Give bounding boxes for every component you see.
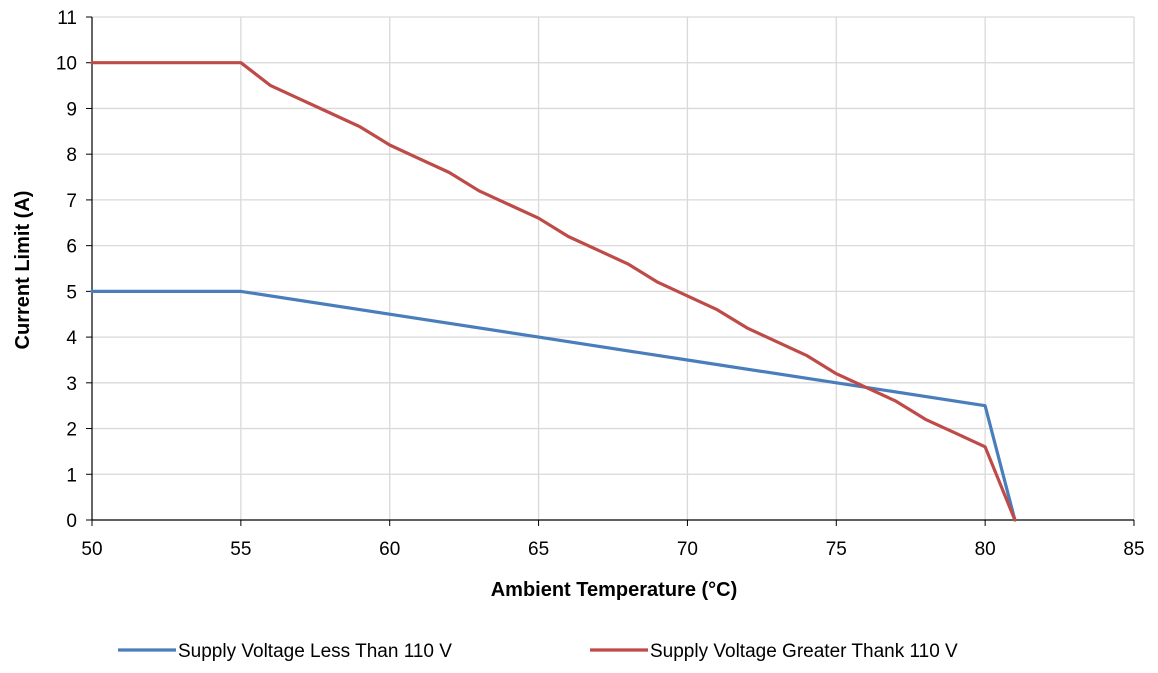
x-tick-label: 55 [230, 539, 251, 560]
series-line-1 [90, 289, 1017, 522]
legend-item-2: Supply Voltage Greater Thank 110 V [590, 641, 958, 662]
y-tick-label: 10 [56, 54, 77, 75]
y-tick-label: 3 [66, 374, 77, 395]
y-tick-label: 11 [57, 8, 77, 29]
x-tick-label: 70 [677, 539, 698, 560]
x-tick-label: 60 [379, 539, 400, 560]
x-tick-label: 75 [826, 539, 847, 560]
legend-label: Supply Voltage Less Than 110 V [178, 641, 452, 662]
tick-labels: 50 55 60 65 70 75 80 85 0 1 2 3 4 5 6 7 8 9 10 11 [56, 8, 1145, 560]
y-tick-label: 4 [66, 328, 77, 349]
y-tick-label: 0 [66, 511, 77, 532]
axes [86, 16, 1135, 526]
y-tick-label: 7 [66, 191, 77, 212]
series-line-2 [90, 61, 1017, 522]
x-tick-label: 80 [975, 539, 996, 560]
x-tick-label: 85 [1123, 539, 1144, 560]
y-tick-label: 2 [66, 420, 77, 441]
y-tick-label: 8 [66, 145, 77, 166]
x-axis-title: Ambient Temperature (°C) [491, 579, 738, 601]
legend-item-1: Supply Voltage Less Than 110 V [118, 641, 452, 662]
legend: Supply Voltage Less Than 110 V Supply Vol… [118, 641, 958, 662]
y-axis-title: Current Limit (A) [12, 191, 34, 350]
y-tick-label: 1 [66, 465, 77, 486]
y-tick-label: 5 [66, 282, 77, 303]
x-tick-label: 50 [81, 539, 102, 560]
x-tick-label: 65 [528, 539, 549, 560]
legend-label: Supply Voltage Greater Thank 110 V [650, 641, 958, 662]
gridlines [92, 16, 1135, 520]
y-tick-label: 6 [66, 237, 77, 258]
series-lines [90, 61, 1017, 522]
y-tick-label: 9 [66, 99, 77, 120]
